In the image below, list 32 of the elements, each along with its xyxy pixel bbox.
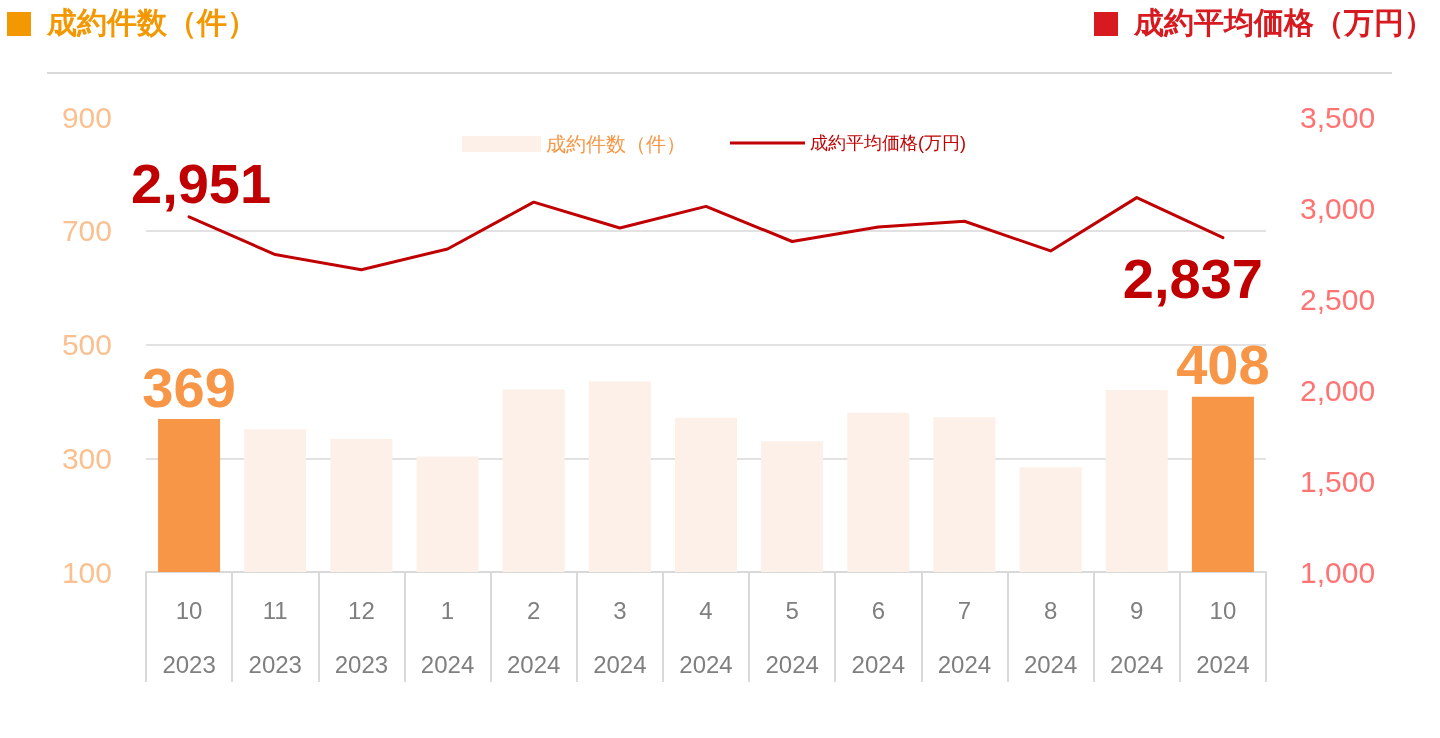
x-tick-label: 12 2023: [334, 596, 389, 678]
legend-label: 成約平均価格(万円): [810, 133, 966, 153]
legend-label: 成約件数（件）: [546, 133, 686, 155]
x-tick-label: 10 2023: [162, 596, 216, 678]
x-tick-label: 8 2024: [1023, 596, 1078, 678]
x-tick-label: 10 2024: [1196, 596, 1250, 678]
data-label: 2,951: [131, 152, 272, 216]
y-tick-label: 700: [61, 214, 112, 248]
y-tick-label: 900: [61, 100, 112, 134]
y2-tick-label: 3,500: [1300, 100, 1376, 134]
x-tick-label: 9 2024: [1110, 596, 1164, 678]
y2-axis-title: 成約平均価格（万円）: [1134, 4, 1434, 42]
x-tick-label: 5 2024: [765, 596, 819, 678]
x-tick-label: 1 2024: [420, 596, 475, 678]
x-tick-label: 4 2024: [679, 596, 733, 678]
y2-tick-label: 1,000: [1300, 555, 1376, 589]
y-axis-title: 成約件数（件）: [47, 4, 257, 42]
y-tick-label: 100: [61, 555, 112, 589]
data-label: 2,837: [1122, 247, 1263, 311]
x-tick-label: 3 2024: [593, 596, 647, 678]
y2-tick-label: 2,000: [1300, 373, 1376, 407]
y2-tick-label: 1,500: [1300, 464, 1376, 498]
y2-tick-label: 3,000: [1300, 191, 1376, 225]
x-tick-label: 11 2023: [248, 596, 302, 678]
y-tick-label: 500: [61, 328, 112, 361]
data-label: 369: [142, 355, 236, 419]
x-tick-label: 6 2024: [851, 596, 905, 678]
x-tick-label: 7 2024: [937, 596, 992, 678]
y-tick-label: 300: [61, 441, 112, 475]
x-tick-label: 2 2024: [507, 596, 561, 678]
y2-tick-label: 2,500: [1300, 282, 1376, 316]
data-label: 408: [1176, 333, 1270, 397]
